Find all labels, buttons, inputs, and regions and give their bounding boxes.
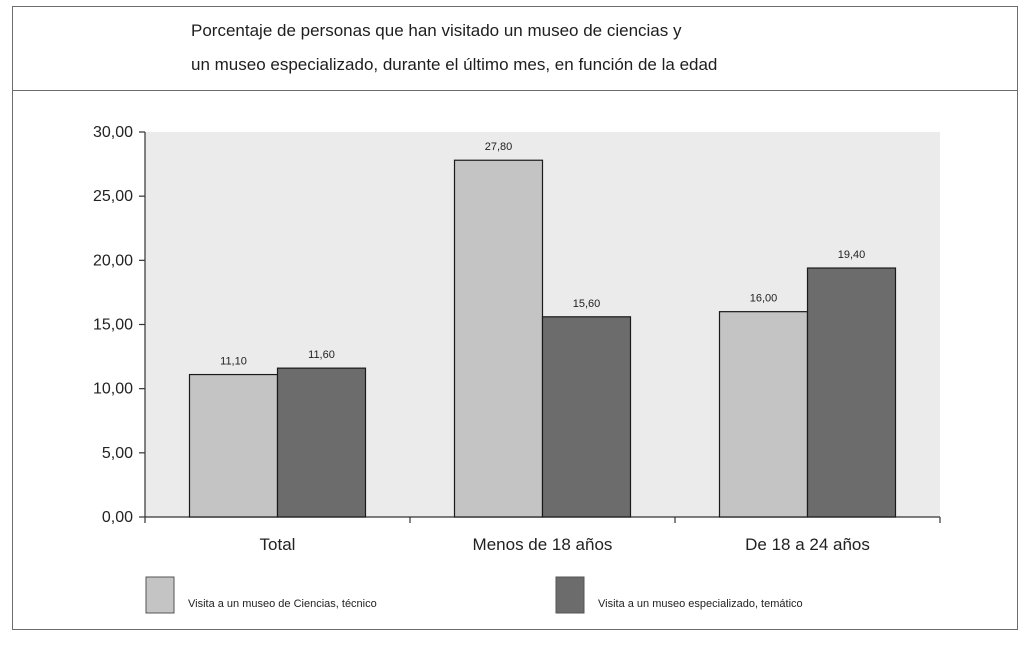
legend-label: Visita a un museo especializado, temátic… (598, 598, 803, 610)
x-category-label: Total (260, 535, 296, 554)
bar-ciencias-2 (718, 311, 809, 518)
legend-swatch (555, 576, 585, 614)
data-label: 11,60 (308, 349, 335, 361)
chart-title-line-2: un museo especializado, durante el últim… (191, 55, 718, 74)
legend-swatch (145, 576, 175, 614)
bar-ciencias-0 (188, 373, 279, 518)
bar-especializado-2 (806, 267, 897, 518)
legend-label: Visita a un museo de Ciencias, técnico (188, 598, 377, 610)
chart-title-line-1: Porcentaje de personas que han visitado … (191, 21, 682, 40)
data-label: 19,40 (838, 249, 866, 261)
data-label: 27,80 (485, 141, 513, 153)
x-category-label: Menos de 18 años (473, 535, 613, 554)
y-tick-label: 0,00 (102, 509, 133, 526)
data-label: 15,60 (573, 298, 601, 310)
y-tick-label: 25,00 (93, 188, 133, 205)
title-box: Porcentaje de personas que han visitado … (13, 7, 1017, 91)
chart-frame: Porcentaje de personas que han visitado … (12, 6, 1018, 630)
y-tick-label: 30,00 (93, 124, 133, 141)
y-tick-label: 15,00 (93, 317, 133, 334)
y-tick-label: 10,00 (93, 381, 133, 398)
y-tick-label: 20,00 (93, 252, 133, 269)
y-tick-label: 5,00 (102, 445, 133, 462)
bar-especializado-0 (276, 367, 367, 518)
bar-especializado-1 (541, 316, 632, 518)
bar-ciencias-1 (453, 159, 544, 518)
x-category-label: De 18 a 24 años (745, 535, 870, 554)
data-label: 11,10 (220, 356, 247, 368)
data-label: 16,00 (750, 293, 778, 305)
